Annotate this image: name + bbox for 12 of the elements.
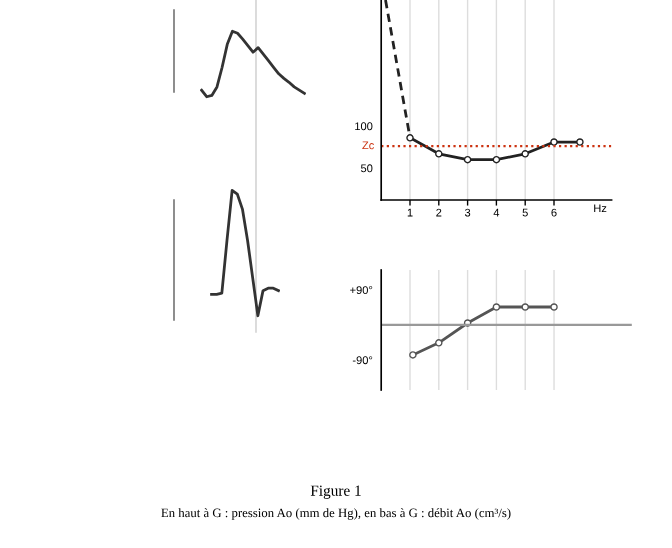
point: [463, 155, 472, 164]
point: [521, 150, 529, 158]
point: [406, 134, 414, 142]
point: [521, 303, 529, 311]
point: [435, 150, 443, 158]
point: [576, 138, 584, 146]
point: [409, 351, 417, 359]
point: [435, 339, 443, 347]
point: [492, 303, 501, 311]
point: [492, 155, 501, 164]
point: [550, 138, 558, 146]
point: [550, 303, 558, 311]
